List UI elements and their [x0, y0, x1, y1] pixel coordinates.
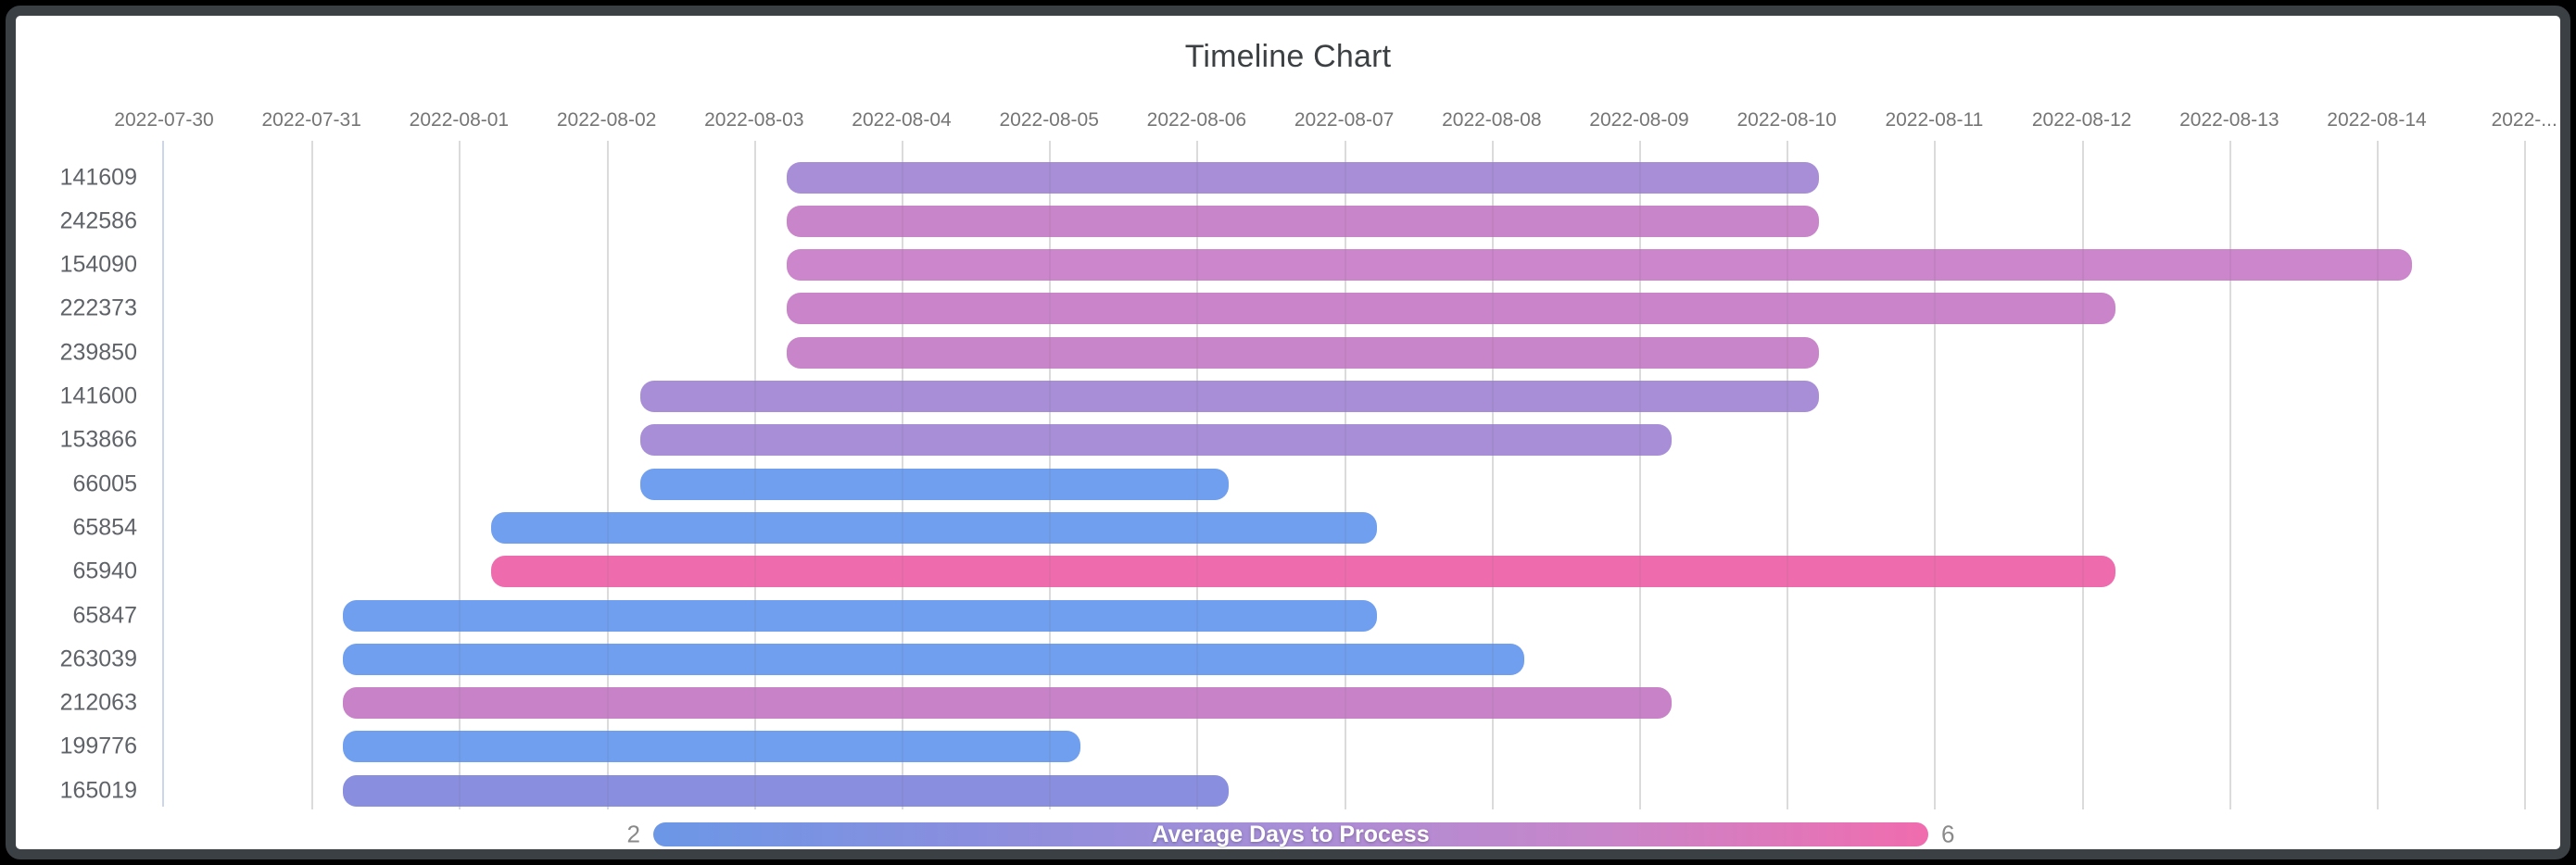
x-tick-label: 2022-08-05: [999, 109, 1099, 131]
x-tick-label: 2022-08-01: [409, 109, 510, 131]
legend-max-label: 6: [1941, 820, 1955, 848]
gridline: [1934, 141, 1937, 809]
row-label: 199776: [59, 733, 137, 759]
x-tick-label: 2022-08-12: [2031, 109, 2132, 131]
gridline: [2377, 141, 2379, 809]
row-label: 153866: [59, 426, 137, 453]
row-label: 65854: [72, 514, 137, 541]
chart-content: Timeline Chart 2022-07-30 2022-07-31 2022-…: [16, 16, 2560, 849]
x-tick-label: 2022-08-13: [2179, 109, 2279, 131]
legend-gradient-bar: Average Days to Process: [653, 821, 1928, 847]
x-tick-label: 2022-08-04: [852, 109, 952, 131]
gridline: [2524, 141, 2527, 809]
gridline-overlay: [1049, 141, 1052, 809]
gridline-overlay: [1491, 141, 1494, 809]
x-tick-label: 2022-...: [2491, 109, 2557, 131]
timeline-bar[interactable]: [342, 774, 1230, 807]
y-axis-line: [162, 141, 164, 807]
x-tick-label: 2022-08-10: [1736, 109, 1837, 131]
gridline: [2081, 141, 2084, 809]
row-label: 263039: [59, 646, 137, 672]
x-tick-label: 2022-08-07: [1294, 109, 1395, 131]
row-label: 242586: [59, 207, 137, 234]
gridline: [1787, 141, 1789, 809]
gridline-overlay: [1787, 141, 1789, 809]
row-label: 66005: [72, 470, 137, 497]
gridline: [606, 141, 609, 809]
gridline-overlay: [753, 141, 756, 809]
gridline-overlay: [2524, 141, 2527, 809]
timeline-bar[interactable]: [786, 293, 2116, 325]
legend-min-label: 2: [626, 820, 640, 848]
x-tick-label: 2022-07-31: [261, 109, 361, 131]
row-label: 222373: [59, 295, 137, 321]
x-tick-label: 2022-08-02: [556, 109, 657, 131]
gridline: [311, 141, 314, 809]
row-label: 154090: [59, 251, 137, 278]
timeline-bar[interactable]: [786, 205, 1820, 237]
timeline-bar[interactable]: [342, 643, 1524, 675]
chart-title: Timeline Chart: [1184, 39, 1392, 74]
gridline-overlay: [1639, 141, 1641, 809]
gridline-overlay: [459, 141, 461, 809]
gridline: [1639, 141, 1641, 809]
timeline-bar[interactable]: [786, 161, 1820, 194]
row-label: 239850: [59, 339, 137, 366]
timeline-bar[interactable]: [640, 468, 1230, 500]
row-label: 212063: [59, 689, 137, 716]
timeline-bar[interactable]: [491, 556, 2116, 588]
legend-title: Average Days to Process: [1152, 821, 1430, 847]
timeline-bar[interactable]: [640, 381, 1820, 412]
gridline-overlay: [1196, 141, 1199, 809]
gridline-overlay: [606, 141, 609, 809]
timeline-bar[interactable]: [786, 336, 1820, 369]
gridline: [2229, 141, 2231, 809]
timeline-bar[interactable]: [342, 599, 1377, 632]
timeline-bar[interactable]: [342, 731, 1080, 763]
row-label: 165019: [59, 777, 137, 804]
x-tick-label: 2022-08-11: [1885, 109, 1984, 131]
x-tick-label: 2022-08-06: [1146, 109, 1247, 131]
gridline: [1491, 141, 1494, 809]
timeline-bar[interactable]: [491, 511, 1377, 544]
x-tick-label: 2022-08-03: [704, 109, 804, 131]
row-label: 141609: [59, 164, 137, 190]
x-tick-label: 2022-08-08: [1442, 109, 1542, 131]
timeline-bar[interactable]: [640, 424, 1672, 457]
gridline-overlay: [311, 141, 314, 809]
gridline: [1344, 141, 1346, 809]
gridline-overlay: [1934, 141, 1937, 809]
x-tick-label: 2022-08-14: [2327, 109, 2427, 131]
row-label: 65940: [72, 558, 137, 584]
timeline-bar[interactable]: [342, 687, 1673, 720]
x-tick-label: 2022-07-30: [114, 109, 214, 131]
x-tick-label: 2022-08-09: [1589, 109, 1689, 131]
row-label: 141600: [59, 382, 137, 409]
row-label: 65847: [72, 602, 137, 628]
gridline-overlay: [2229, 141, 2231, 809]
gridline-overlay: [902, 141, 903, 809]
gridline: [459, 141, 461, 809]
gridline-overlay: [2377, 141, 2379, 809]
gridline-overlay: [2081, 141, 2084, 809]
gridline-overlay: [1344, 141, 1346, 809]
timeline-bar[interactable]: [786, 249, 2413, 282]
